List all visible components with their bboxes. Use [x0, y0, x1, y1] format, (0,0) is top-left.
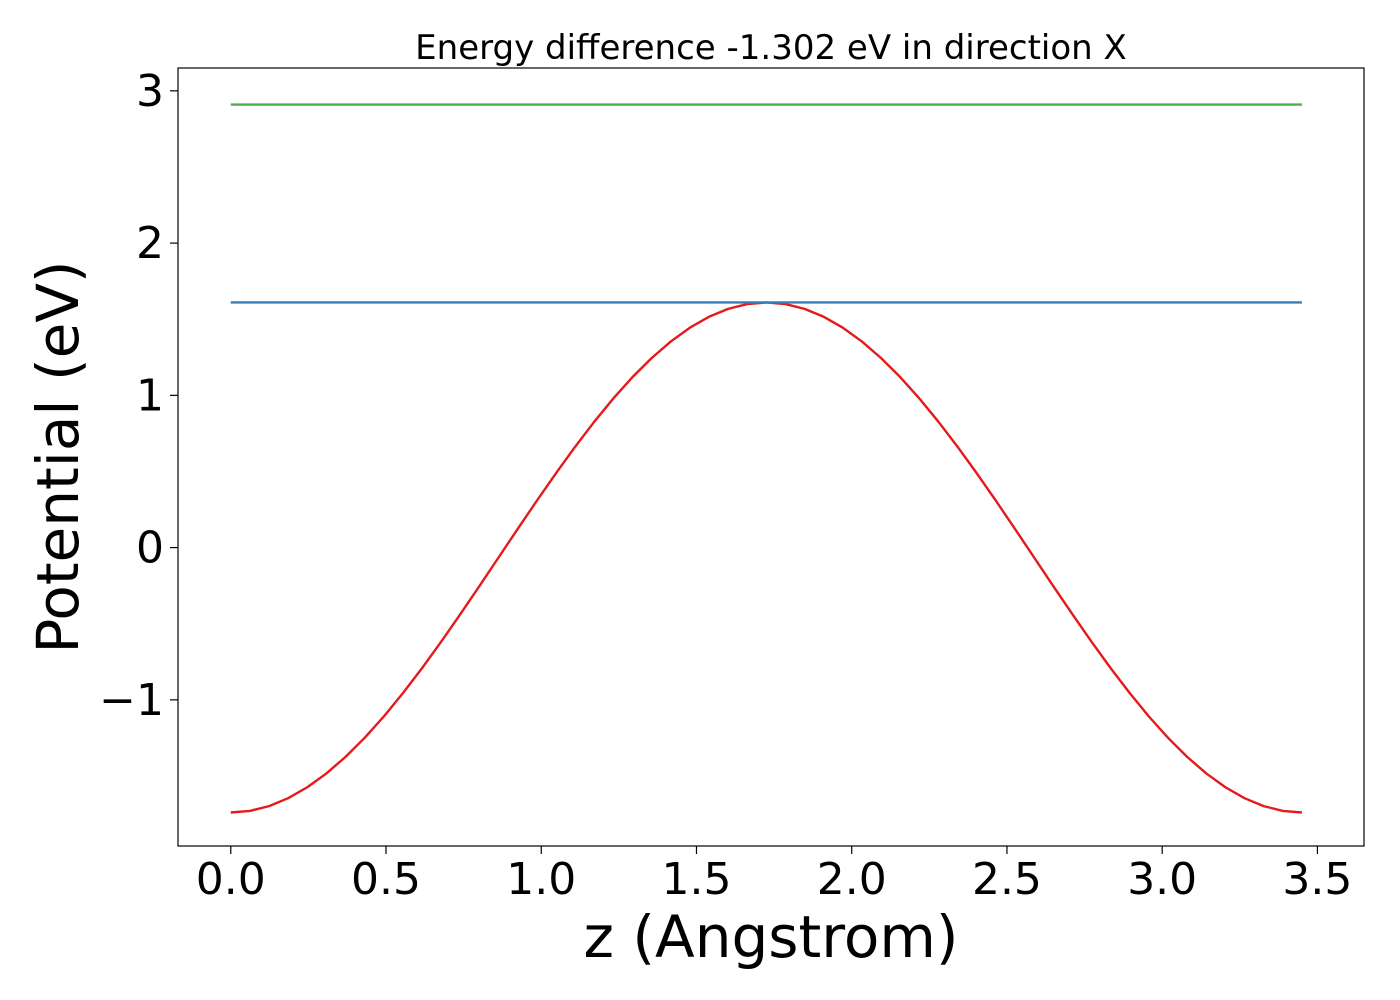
y-tick-label: 0	[136, 523, 164, 574]
y-tick-label: 1	[136, 370, 164, 421]
y-axis: −1 0 1 2 3	[99, 66, 178, 726]
chart-title: Energy difference -1.302 eV in direction…	[415, 28, 1127, 68]
x-tick-label: 0.0	[196, 854, 266, 905]
x-tick-label: 2.5	[972, 854, 1042, 905]
x-axis-label: z (Angstrom)	[584, 903, 959, 971]
y-axis-label: Potential (eV)	[24, 260, 92, 653]
plot-frame	[177, 67, 1365, 847]
x-tick-label: 1.5	[661, 854, 731, 905]
y-tick-label: −1	[99, 675, 164, 726]
x-tick-label: 0.5	[351, 854, 421, 905]
y-tick-label: 3	[136, 66, 164, 117]
x-axis: 0.0 0.5 1.0 1.5 2.0 2.5 3.0 3.5	[196, 846, 1352, 905]
series-line-0	[230, 301, 1303, 814]
plot-area	[177, 67, 1365, 847]
x-tick-label: 1.0	[506, 854, 576, 905]
series-layer	[230, 103, 1303, 814]
x-tick-label: 2.0	[817, 854, 887, 905]
x-tick-label: 3.5	[1282, 854, 1352, 905]
x-tick-label: 3.0	[1127, 854, 1197, 905]
y-tick-label: 2	[136, 218, 164, 269]
